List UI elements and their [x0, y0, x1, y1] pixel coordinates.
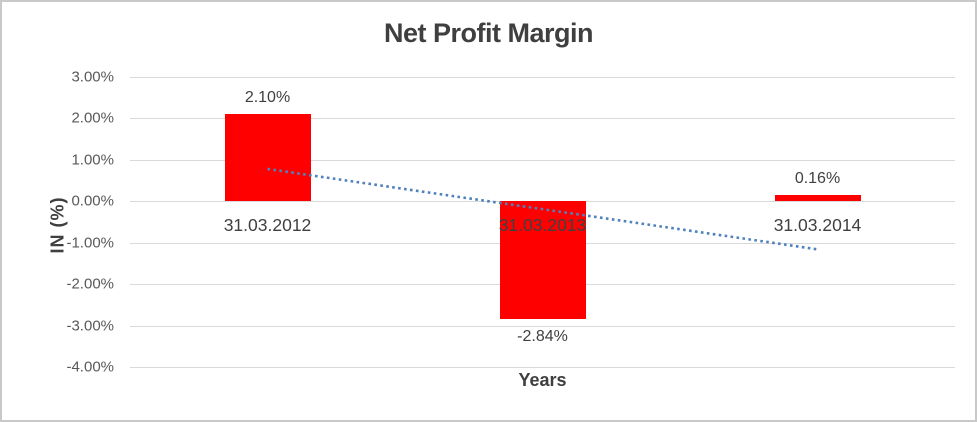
y-tick-label: 3.00%	[71, 68, 114, 86]
gridline	[130, 325, 955, 327]
y-tick-label: -4.00%	[66, 358, 114, 376]
y-tick-label: 2.00%	[71, 109, 114, 127]
x-axis-title: Years	[518, 370, 567, 390]
y-tick-label: 1.00%	[71, 151, 114, 169]
gridline	[130, 367, 955, 368]
data-label: 2.10%	[244, 89, 291, 107]
gridline	[130, 118, 955, 120]
category-label: 31.03.2012	[223, 215, 312, 236]
gridline	[130, 159, 955, 161]
chart-title: Net Profit Margin	[383, 18, 594, 48]
y-tick-label: -1.00%	[66, 234, 114, 252]
y-tick-label: 0.00%	[71, 192, 114, 210]
bar-31.03.2012	[224, 114, 311, 202]
data-label: -2.84%	[517, 327, 568, 345]
y-tick-label: -3.00%	[66, 317, 114, 335]
gridline	[130, 77, 955, 78]
category-label: 31.03.2013	[498, 215, 587, 236]
data-label: 0.16%	[794, 169, 841, 187]
category-label: 31.03.2014	[773, 215, 862, 236]
y-tick-label: -2.00%	[66, 275, 114, 293]
bar-31.03.2014	[774, 194, 861, 202]
